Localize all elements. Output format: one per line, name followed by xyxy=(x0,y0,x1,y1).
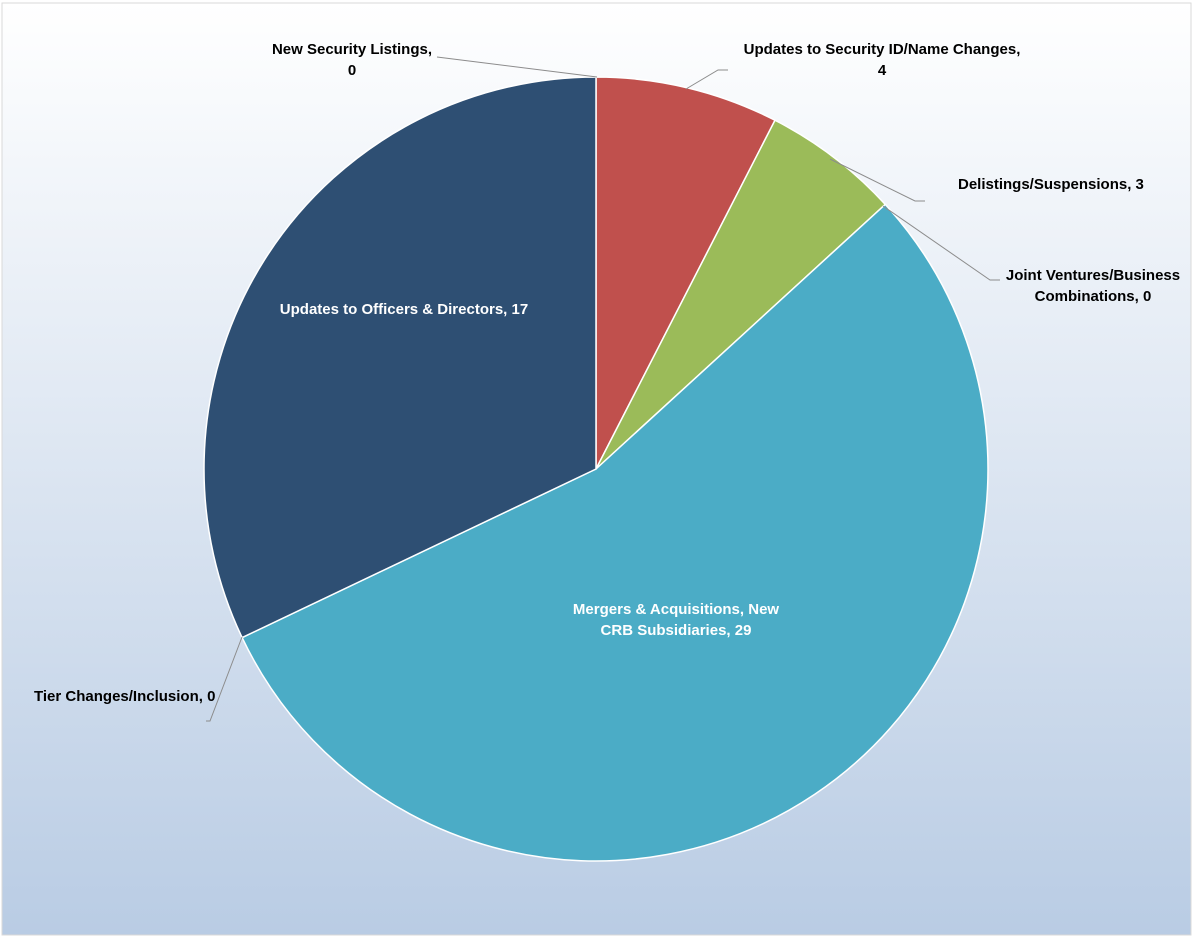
pie-slice-updates-to-officers-and-directors xyxy=(203,76,597,639)
data-label-line: Updates to Officers & Directors, 17 xyxy=(280,301,528,318)
data-label-line: Delistings/Suspensions, 3 xyxy=(958,176,1144,193)
data-label-tier-changes-inclusion: Tier Changes/Inclusion, 0 xyxy=(34,688,215,705)
data-label-line: Updates to Security ID/Name Changes, xyxy=(744,41,1021,58)
pie-slice-mergers-and-acquisitions-new-crb-subsidiaries xyxy=(241,203,989,862)
leader-line-tier-changes-inclusion xyxy=(206,636,243,722)
data-label-line: Mergers & Acquisitions, New xyxy=(573,601,779,618)
data-label-line: CRB Subsidiaries, 29 xyxy=(601,622,752,639)
data-label-line: New Security Listings, xyxy=(272,41,432,58)
leader-line-new-security-listings xyxy=(436,56,598,78)
leader-line-joint-ventures-business-combinations xyxy=(882,205,1000,281)
leader-line-delistings-suspensions xyxy=(829,158,925,202)
data-label-mergers-and-acquisitions-new-crb-subsidiaries: Mergers & Acquisitions, New CRB Subsidiar… xyxy=(573,601,779,639)
data-label-line: 0 xyxy=(348,62,356,79)
data-label-line: Tier Changes/Inclusion, 0 xyxy=(34,688,215,705)
leader-line-updates-to-security-id-name-changes xyxy=(685,69,728,90)
data-label-updates-to-security-id-name-changes: Updates to Security ID/Name Changes, 4 xyxy=(744,41,1021,79)
data-label-new-security-listings: New Security Listings, 0 xyxy=(272,41,432,79)
data-label-delistings-suspensions: Delistings/Suspensions, 3 xyxy=(958,176,1144,193)
data-label-line: Combinations, 0 xyxy=(1035,288,1152,305)
pie-slice-delistings-suspensions xyxy=(595,119,887,470)
data-label-line: Joint Ventures/Business xyxy=(1006,267,1180,284)
pie-slices xyxy=(203,76,989,862)
data-label-updates-to-officers-and-directors: Updates to Officers & Directors, 17 xyxy=(280,301,528,318)
data-labels: New Security Listings, 0 Updates to Securi… xyxy=(34,41,1180,705)
data-label-line: 4 xyxy=(878,62,887,79)
data-label-joint-ventures-business-combinations: Joint Ventures/Business Combinations, 0 xyxy=(1006,267,1180,305)
leader-lines xyxy=(206,56,1000,722)
